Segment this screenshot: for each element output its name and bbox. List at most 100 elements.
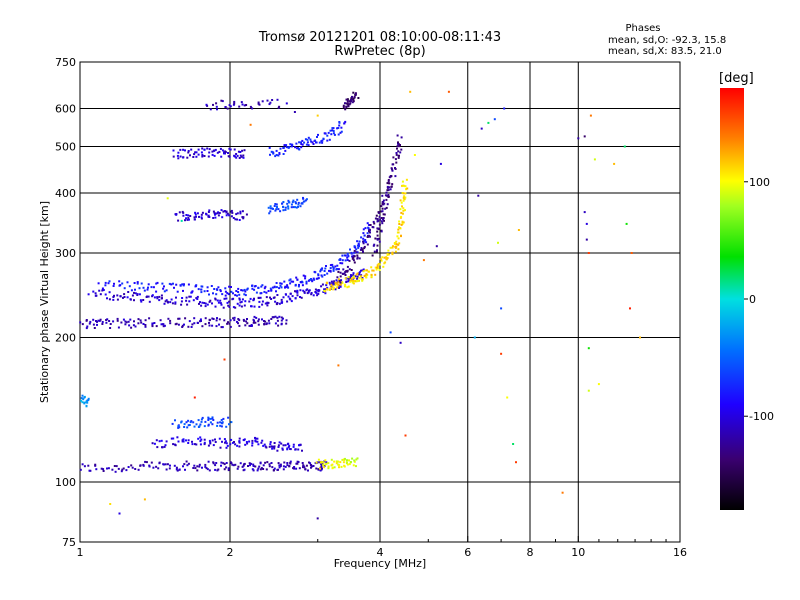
data-point xyxy=(195,215,197,218)
data-point xyxy=(209,421,212,424)
data-point xyxy=(435,245,438,248)
data-point xyxy=(239,210,242,213)
data-point xyxy=(331,127,334,130)
data-point xyxy=(171,302,174,305)
data-point xyxy=(172,443,175,446)
data-point xyxy=(362,268,365,271)
data-point xyxy=(308,461,310,464)
data-point xyxy=(283,280,286,283)
data-point xyxy=(261,300,264,303)
data-point xyxy=(387,249,390,252)
data-point xyxy=(373,222,376,225)
data-point xyxy=(623,145,626,148)
data-point xyxy=(251,107,254,110)
data-point xyxy=(398,145,401,148)
data-point xyxy=(314,139,317,142)
data-point xyxy=(206,147,209,150)
data-point xyxy=(334,284,337,287)
data-point xyxy=(365,276,368,279)
data-point xyxy=(191,323,194,326)
data-point xyxy=(350,269,353,271)
data-point xyxy=(344,108,347,111)
data-point xyxy=(299,289,302,292)
data-point xyxy=(211,153,214,156)
data-point xyxy=(381,222,384,225)
data-point xyxy=(192,467,195,469)
data-point xyxy=(318,461,321,464)
data-point xyxy=(177,440,180,443)
data-point xyxy=(81,401,84,404)
y-tick-label: 500 xyxy=(55,141,76,154)
data-point xyxy=(344,285,347,288)
data-point xyxy=(258,305,261,308)
data-point xyxy=(185,421,188,424)
data-point xyxy=(350,98,353,101)
data-point xyxy=(305,280,308,283)
data-point xyxy=(184,149,186,152)
data-point xyxy=(144,324,147,326)
data-point xyxy=(188,218,190,221)
data-point xyxy=(397,248,400,251)
data-point xyxy=(113,294,115,297)
data-point xyxy=(333,460,336,463)
data-point xyxy=(397,141,399,144)
data-point xyxy=(166,300,169,303)
data-point xyxy=(317,277,320,280)
data-point xyxy=(358,276,361,279)
data-point xyxy=(312,143,315,145)
data-point xyxy=(267,290,270,292)
data-point xyxy=(223,463,226,466)
data-point xyxy=(331,466,334,469)
data-point xyxy=(180,421,183,424)
data-point xyxy=(117,326,120,329)
data-point xyxy=(387,196,390,198)
data-point xyxy=(248,300,251,303)
data-point xyxy=(310,292,313,294)
data-point xyxy=(332,269,335,272)
data-point xyxy=(262,464,265,467)
data-point xyxy=(105,321,108,324)
data-point xyxy=(317,133,319,136)
data-point xyxy=(394,246,397,249)
data-point xyxy=(244,443,247,446)
data-point xyxy=(284,206,287,209)
data-point xyxy=(174,213,177,216)
data-point xyxy=(257,320,260,323)
data-point xyxy=(196,465,199,468)
data-point xyxy=(338,287,340,289)
data-point xyxy=(399,199,402,202)
data-point xyxy=(277,462,280,465)
data-point xyxy=(309,138,312,141)
data-point xyxy=(402,199,405,202)
data-point xyxy=(344,274,347,276)
data-point xyxy=(351,281,354,284)
data-point xyxy=(118,512,121,515)
data-point xyxy=(125,469,128,472)
data-point xyxy=(382,218,384,221)
data-point xyxy=(184,317,187,320)
data-point xyxy=(334,281,337,284)
data-point xyxy=(212,292,214,295)
data-point xyxy=(236,467,239,470)
data-point xyxy=(383,219,385,222)
data-point xyxy=(345,280,348,283)
data-point xyxy=(246,318,248,320)
data-point xyxy=(380,217,383,219)
data-point xyxy=(400,136,403,139)
data-point xyxy=(343,283,346,286)
data-point xyxy=(272,152,275,155)
data-point xyxy=(397,156,400,159)
data-point xyxy=(218,212,221,214)
data-point xyxy=(259,468,262,471)
data-point xyxy=(236,294,238,297)
data-point xyxy=(233,148,236,151)
data-point xyxy=(200,151,203,154)
data-point xyxy=(138,293,141,296)
data-point xyxy=(253,319,255,322)
data-point xyxy=(211,439,214,442)
data-point xyxy=(296,278,299,281)
data-point xyxy=(392,156,395,159)
data-point xyxy=(372,269,375,272)
data-point xyxy=(243,438,246,441)
data-point xyxy=(287,295,290,298)
